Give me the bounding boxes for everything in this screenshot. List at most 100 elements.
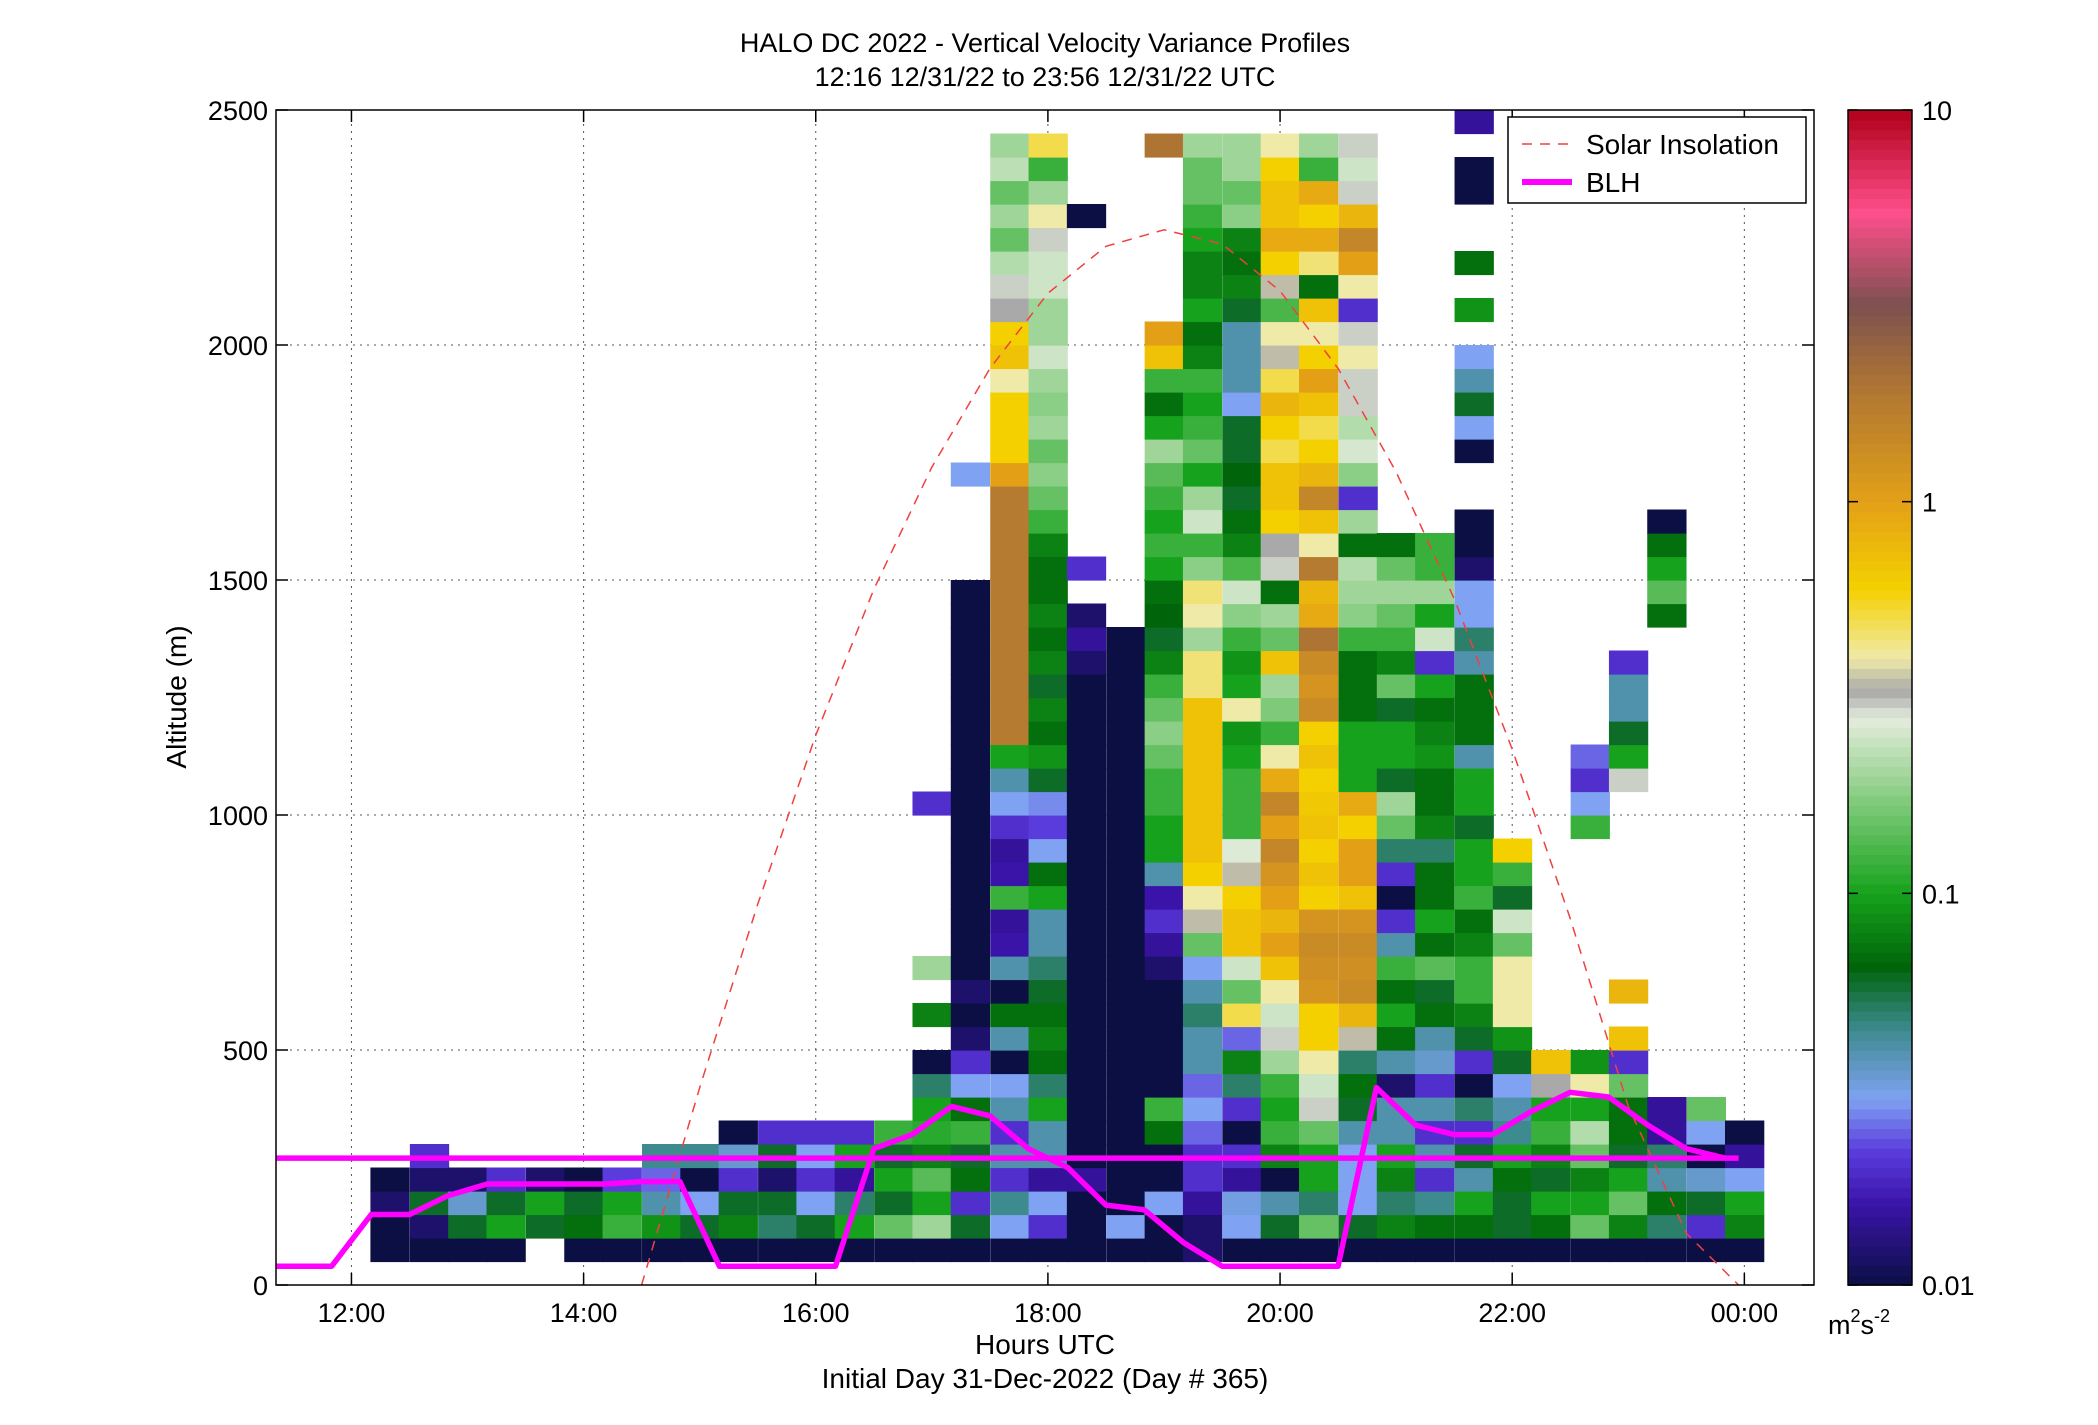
variance-cell (1647, 1238, 1687, 1263)
variance-cell (1066, 838, 1107, 863)
variance-cell (1338, 556, 1378, 581)
variance-cell (1182, 580, 1223, 605)
variance-cell (990, 298, 1030, 323)
variance-cell (950, 979, 991, 1004)
variance-cell (874, 1214, 914, 1239)
colorbar-band (1848, 374, 1912, 385)
colorbar-band (1848, 775, 1912, 787)
variance-cell (1182, 392, 1223, 417)
variance-cell (1647, 1214, 1687, 1239)
colorbar-tick-label: 1 (1922, 488, 1937, 518)
variance-cell (1454, 180, 1494, 205)
variance-cell (990, 227, 1030, 252)
variance-cell (990, 556, 1030, 581)
variance-cell (525, 1214, 566, 1239)
variance-cell (990, 204, 1030, 229)
colorbar-band (1848, 707, 1912, 718)
variance-cell (1376, 979, 1417, 1004)
variance-cell (1454, 509, 1494, 534)
variance-cell (1144, 674, 1184, 699)
variance-cell (1222, 415, 1262, 440)
variance-cell (1415, 1003, 1455, 1028)
variance-cell (1260, 1050, 1300, 1075)
variance-cell (1570, 1050, 1610, 1075)
variance-cell (1222, 368, 1262, 393)
solar-insolation-line (640, 229, 1740, 1285)
colorbar-band (1848, 1098, 1912, 1110)
plot-frame (275, 109, 1815, 1286)
variance-cell (1415, 979, 1455, 1004)
colorbar-band (1848, 491, 1912, 503)
variance-cell (1608, 1026, 1649, 1051)
variance-cell (1182, 909, 1223, 934)
variance-cell (1144, 1026, 1184, 1051)
variance-cell (912, 1238, 952, 1263)
variance-cell (1299, 133, 1339, 158)
variance-cell (950, 838, 991, 863)
variance-cell (1222, 909, 1262, 934)
x-tick-label: 16:00 (782, 1298, 850, 1328)
colorbar-tick-label: 0.01 (1922, 1271, 1975, 1301)
variance-cell (1260, 204, 1300, 229)
variance-cell (1260, 956, 1300, 981)
variance-cell (1182, 274, 1223, 299)
variance-cell (834, 1120, 875, 1145)
variance-cell (1260, 1191, 1300, 1216)
colorbar-band (1848, 511, 1912, 523)
colorbar-band (1848, 726, 1912, 738)
variance-cell (1299, 533, 1339, 558)
colorbar-units: m2s-2 (1828, 1306, 1890, 1340)
variance-cell (1066, 603, 1107, 628)
variance-cell (1260, 1167, 1300, 1192)
variance-cell (1222, 509, 1262, 534)
variance-cell (1492, 1026, 1533, 1051)
variance-cell (602, 1214, 642, 1239)
chart-subtitle: 12:16 12/31/22 to 23:56 12/31/22 UTC (815, 62, 1276, 92)
variance-cell (1028, 768, 1068, 793)
variance-cell (1182, 838, 1223, 863)
variance-cell (1531, 1238, 1571, 1263)
variance-cell (1028, 1191, 1068, 1216)
variance-cell (1106, 862, 1146, 887)
variance-cell (1222, 1050, 1262, 1075)
variance-cell (1106, 932, 1146, 957)
variance-cell (1028, 133, 1068, 158)
variance-cell (1608, 1238, 1649, 1263)
variance-cell (1454, 580, 1494, 605)
colorbar-band (1848, 531, 1912, 542)
x-tick-label: 20:00 (1246, 1298, 1314, 1328)
variance-cell (1454, 815, 1494, 840)
variance-cell (1222, 697, 1262, 722)
variance-cell (1338, 509, 1378, 534)
variance-cell (448, 1238, 488, 1263)
variance-cell (1415, 1214, 1455, 1239)
variance-cell (1376, 697, 1417, 722)
variance-cell (564, 1214, 604, 1239)
colorbar-band (1848, 677, 1912, 689)
variance-cell (1338, 697, 1378, 722)
variance-cell (1570, 1191, 1610, 1216)
variance-cell (1260, 885, 1300, 910)
variance-cell (1182, 744, 1223, 769)
variance-cell (1686, 1214, 1726, 1239)
variance-cell (1492, 1238, 1533, 1263)
variance-cell (1415, 697, 1455, 722)
colorbar-band (1848, 393, 1912, 405)
variance-cell (1144, 956, 1184, 981)
variance-cell (1222, 462, 1262, 487)
variance-cell (1454, 1238, 1494, 1263)
variance-cell (1492, 932, 1533, 957)
variance-cell (1608, 1050, 1649, 1075)
variance-cell (1222, 157, 1262, 182)
variance-cell (950, 885, 991, 910)
variance-cell (525, 1167, 566, 1192)
variance-cell (1299, 1073, 1339, 1098)
colorbar-band (1848, 580, 1912, 591)
variance-cell (758, 1167, 798, 1192)
variance-cell (1415, 580, 1455, 605)
variance-cell (1299, 650, 1339, 675)
variance-cell (1260, 1026, 1300, 1051)
colorbar-band (1848, 1001, 1912, 1012)
variance-cell (1608, 697, 1649, 722)
variance-cell (1338, 274, 1378, 299)
